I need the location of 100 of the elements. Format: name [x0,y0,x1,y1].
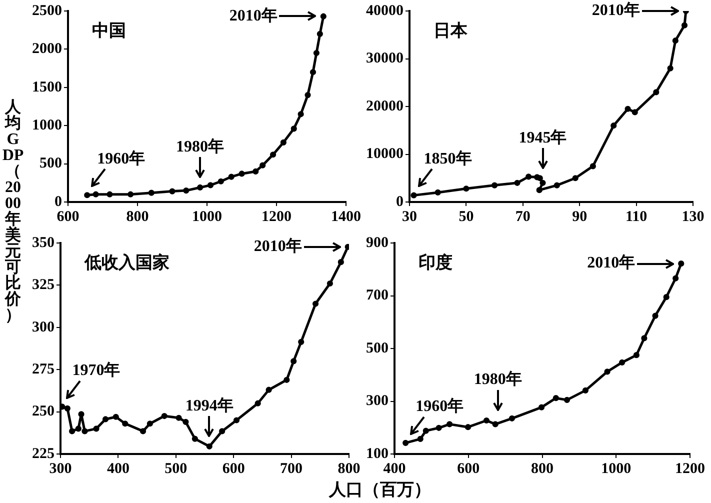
point [604,368,610,375]
point [554,182,560,188]
text: 日本 [434,20,468,40]
y-tick-label: 1000 [32,117,62,134]
x-tick-label: 1200 [675,460,705,477]
point [218,178,224,184]
point [434,189,441,196]
point [618,359,626,366]
point [219,428,226,434]
point [146,420,153,427]
point [313,50,320,56]
annotation: 1980年 [474,370,522,388]
x-tick-label: 70 [515,208,530,225]
point [183,187,190,194]
annotation: 2010年 [587,254,636,272]
point [514,180,520,186]
x-tick-label: 800 [338,460,360,477]
y-tick-label: 500 [40,156,62,172]
point [84,192,90,198]
point [446,421,453,428]
annotation: 1960年 [416,397,464,416]
point [238,170,245,177]
point [266,386,272,393]
point [182,418,189,425]
point [681,22,688,28]
point [526,174,532,180]
point [402,440,409,446]
point [326,280,334,287]
point [197,184,204,191]
annotation: 1945年 [518,128,567,146]
point [536,187,542,194]
point [161,412,168,420]
annotation: 1850年 [424,149,472,168]
point [252,168,259,174]
y-tick-label: 300 [366,393,388,410]
point [678,260,684,267]
point [298,111,304,118]
point [316,30,323,37]
point [492,182,498,188]
point [192,436,198,442]
point [624,106,631,112]
point [483,417,490,424]
point [492,421,498,428]
y-tick-label: 30000 [366,50,404,67]
y-tick-label: 2500 [32,2,62,19]
point [582,387,589,394]
point [304,92,311,98]
point [463,186,470,192]
annotation: 2010年 [254,237,302,256]
point [290,358,297,364]
point [298,338,304,345]
point [610,122,617,129]
text: 低收入国家 [84,252,170,272]
point [260,162,266,168]
point [672,38,678,44]
point [68,428,76,434]
point [206,443,212,450]
x-tick-label: 700 [280,460,303,477]
point [64,405,70,412]
point [653,89,660,96]
y-tick-label: 225 [32,446,54,462]
point [417,436,424,442]
point [310,69,316,76]
y-tick-label: 300 [32,319,54,336]
point [652,312,658,319]
point [92,191,99,198]
x-tick-label: 130 [682,208,704,225]
point [552,395,559,402]
text: 人均GDP（2000年美元可比价） [2,99,24,324]
y-tick-label: 0 [54,194,62,210]
point [75,426,82,432]
annotation: 2010年 [592,1,640,20]
annotation: 2010年 [229,6,278,24]
point [320,13,326,20]
text: 印度 [418,252,452,272]
annotation: 1970年 [72,360,120,379]
point [270,152,276,158]
x-tick-label: 600 [222,460,245,477]
point [102,416,109,422]
point [312,300,319,307]
point [148,190,154,196]
y-tick-label: 500 [366,340,388,356]
y-tick-label: 20000 [366,98,404,114]
point [508,415,516,422]
point [112,414,119,420]
x-tick-label: 30 [402,208,417,225]
point [422,428,429,434]
point [540,180,546,186]
point [176,414,182,421]
x-tick-label: 90 [572,208,588,225]
text: 中国 [92,20,126,40]
x-tick-label: 1000 [601,460,632,477]
y-tick-label: 1500 [32,79,62,96]
point [572,175,578,182]
annotation: 1960年 [97,149,146,168]
point [672,275,679,282]
point [284,376,290,383]
y-tick-label: 0 [396,194,404,210]
point [122,420,128,427]
x-tick-label: 1400 [331,208,361,225]
